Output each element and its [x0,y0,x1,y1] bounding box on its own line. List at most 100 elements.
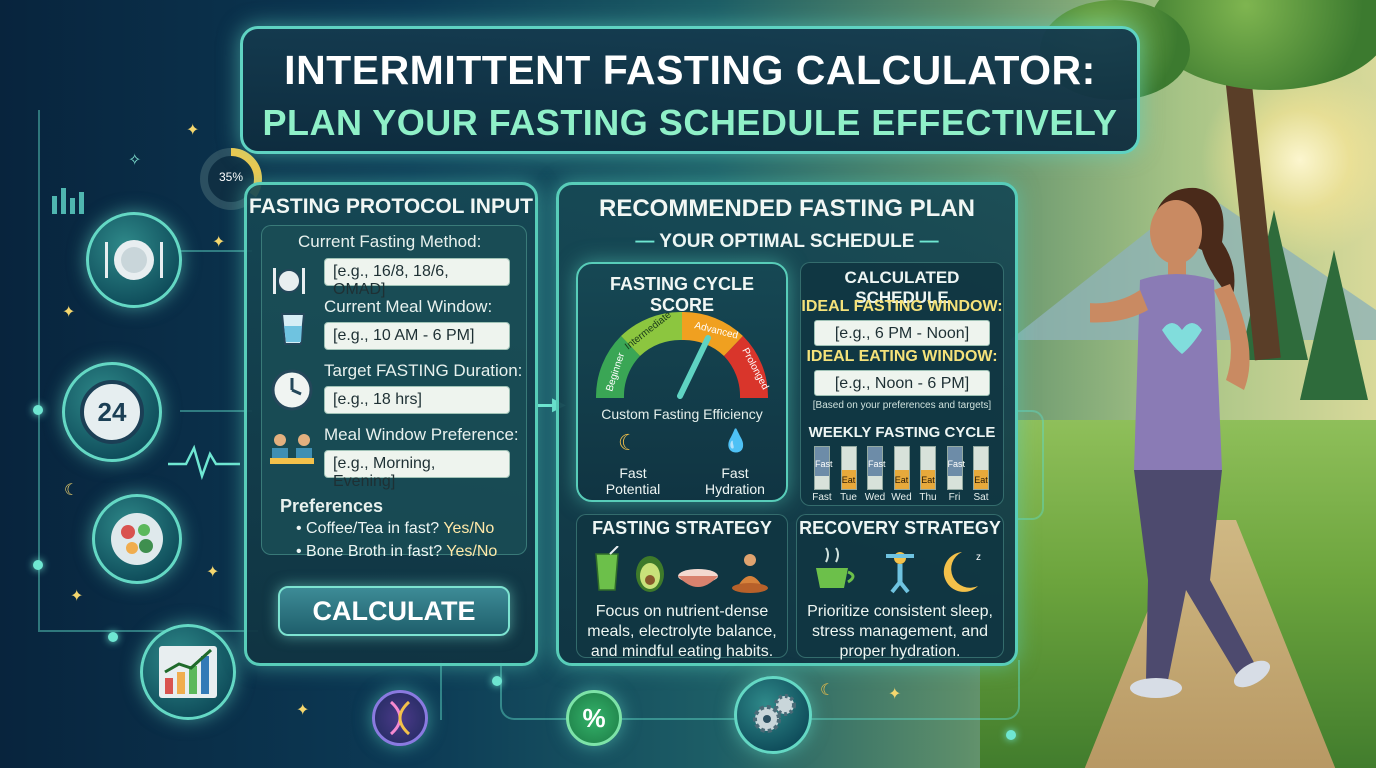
percent-label: % [582,702,606,733]
sparkle: ✦ [296,702,310,719]
circuit-line [38,630,258,632]
circuit-node [33,405,43,415]
pine-tree [1300,250,1368,400]
water-glass-icon [280,313,306,345]
week-bar-4: Eat [920,446,936,490]
pref-broth-toggle[interactable]: Yes/No [446,543,498,560]
gauge-segment-intermediate [621,311,682,356]
heartbeat-line [168,444,240,480]
avocado-icon [636,556,664,592]
week-day-label: Fast [812,492,832,503]
week-bar-fill [841,470,856,489]
circuit-line [180,410,252,412]
moon-icon: ☾ [618,430,638,455]
pref-coffee-row: • Coffee/Tea in fast? Yes/No [296,520,494,538]
page-title: INTERMITTENT FASTING CALCULATOR: [284,47,1096,93]
gauge-needle [677,335,711,399]
score-title: FASTING CYCLE SCORE [609,274,754,315]
tea-cup-icon [816,547,855,588]
circuit-line [440,660,442,720]
week-bar-label: Eat [921,475,935,485]
week-bar-fill [921,470,935,489]
recovery-strategy-line3: proper hydration. [839,643,961,660]
sparkle: ✦ [888,686,902,703]
meal-window-field[interactable]: [e.g., 10 AM - 6 PM] [324,322,510,350]
fasting-strategy-line2: meals, electrolyte balance, [587,623,777,640]
current-method-label: Current Fasting Method: [298,232,482,251]
week-bar-label: Fast [868,459,886,469]
circuit-node [108,632,118,642]
green-smoothie-icon [595,546,619,591]
sparkle: ✦ [212,234,226,251]
score-gauge: Beginner Intermediate Advanced Prolonged [595,309,770,399]
gauge-segment-prolonged [724,336,769,398]
preferences-title: Preferences [280,496,384,516]
gears-icon [734,676,812,754]
week-bar-2: Fast [867,446,886,490]
sparkle: ✦ [70,588,84,605]
week-day-label: Wed [864,492,886,503]
eating-window-label: IDEAL EATING WINDOW: [806,348,998,365]
bullet: • [296,543,307,560]
fast-hydration-line2: Hydration [705,481,765,497]
week-bar-fill [894,470,909,489]
clock-24-label: 24 [97,396,127,427]
runner-woman-illustration [1090,187,1271,698]
gauge-segment-beginner [595,336,640,398]
week-bar-1: Eat [840,446,857,490]
svg-text:z: z [976,552,981,563]
sparkle: ✦ [206,564,220,581]
window-pref-label: Meal Window Preference: [324,425,519,444]
current-method-field[interactable]: [e.g., 16/8, 18/6, OMAD] [324,258,510,298]
circuit-node [1006,730,1016,740]
fast-hydration-metric: Fast Hydration [698,465,772,497]
target-duration-field[interactable]: [e.g., 18 hrs] [324,386,510,414]
recovery-strategy-line2: stress management, and [811,623,989,640]
calculate-button[interactable]: CALCULATE [278,586,510,636]
week-day-label: Sat [973,492,989,503]
recovery-strategy-icons: z [816,547,981,594]
window-pref-field[interactable]: [e.g., Morning, Evening] [324,450,510,490]
week-bar-5: Fast [946,446,966,490]
pref-coffee-toggle[interactable]: Yes/No [443,520,495,537]
moon-icon: ☾ [820,682,835,699]
fasting-window-value: [e.g., 6 PM - Noon] [814,320,990,346]
recovery-strategy-line1: Prioritize consistent sleep, [807,603,993,620]
week-day-label: Fri [948,492,961,503]
week-bar-label: Eat [894,475,909,485]
page-subtitle: PLAN YOUR FASTING SCHEDULE EFFECTIVELY [262,102,1118,143]
eating-window-value: [e.g., Noon - 6 PM] [814,370,990,396]
sleep-moon-icon: z [943,552,981,592]
week-bar-3: Eat [893,446,910,490]
week-bar-0: Fast [814,446,833,490]
plan-subtitle-text: YOUR OPTIMAL SCHEDULE [659,231,915,252]
weekly-title: WEEKLY FASTING CYCLE [808,424,996,441]
schedule-title: CALCULATED SCHEDULE [844,268,960,307]
clock-icon [271,369,313,411]
week-day-label: Thu [919,492,937,503]
plan-panel-title: RECOMMENDED FASTING PLAN [598,195,975,222]
schedule-note: [Based on your preferences and targets] [812,400,992,411]
week-bar-6: Eat [973,446,989,490]
week-bar-label: Fast [947,459,966,469]
fasting-strategy-icons [595,546,768,593]
pref-broth-row: • Bone Broth in fast? Yes/No [296,543,497,561]
circuit-node [492,676,502,686]
plan-subtitle: — YOUR OPTIMAL SCHEDULE — [559,231,1015,253]
gauge-segment-advanced [682,311,743,356]
fasting-strategy-title: FASTING STRATEGY [592,518,772,538]
sparkle: ✦ [186,122,200,139]
score-caption: Custom Fasting Efficiency [601,406,763,422]
input-panel-title: FASTING PROTOCOL INPUT [249,195,533,218]
recovery-strategy-text: Prioritize consistent sleep, stress mana… [796,602,1004,662]
week-day-label: Wed [891,492,912,503]
percent-icon: % [566,690,622,746]
circuit-node [33,560,43,570]
connector-line [538,404,560,407]
week-bar-fill [868,447,882,477]
bullet: • [296,520,307,537]
dna-icon [372,690,428,746]
fast-potential-line1: Fast [619,465,647,481]
subtitle-line-right: — [914,231,939,252]
week-bar-fill [947,447,962,477]
